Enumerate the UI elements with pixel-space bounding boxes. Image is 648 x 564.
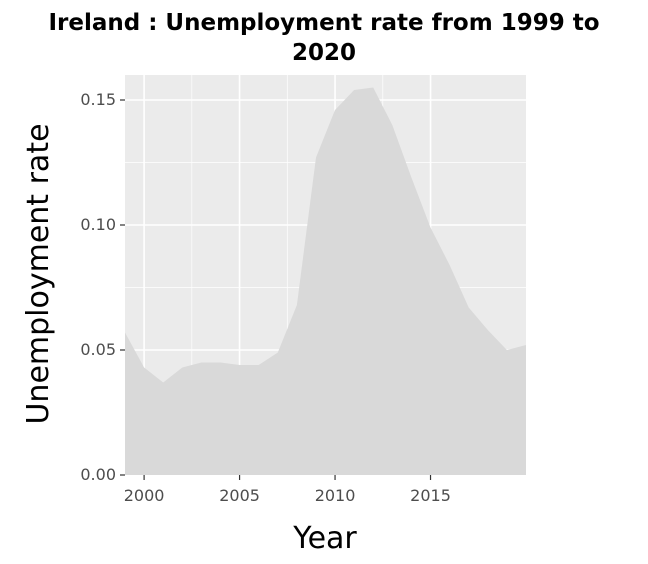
x-axis-ticks: 2000 2005 2010 2015 (124, 475, 451, 505)
y-tick-label: 0.00 (80, 465, 116, 484)
x-axis-title: Year (292, 521, 357, 556)
area-series (125, 87, 526, 475)
y-axis-title: Unemployment rate (21, 123, 56, 424)
x-tick-label: 2000 (124, 486, 165, 505)
chart-title-line1: Ireland : Unemployment rate from 1999 to (48, 10, 599, 36)
y-tick-label: 0.10 (80, 215, 116, 234)
x-tick-label: 2005 (219, 486, 260, 505)
x-tick-label: 2010 (315, 486, 356, 505)
y-tick-label: 0.05 (80, 340, 116, 359)
y-axis-ticks: 0.00 0.05 0.10 0.15 (80, 90, 125, 484)
y-tick-label: 0.15 (80, 90, 116, 109)
chart-title-line2: 2020 (292, 40, 356, 66)
x-tick-label: 2015 (410, 486, 451, 505)
